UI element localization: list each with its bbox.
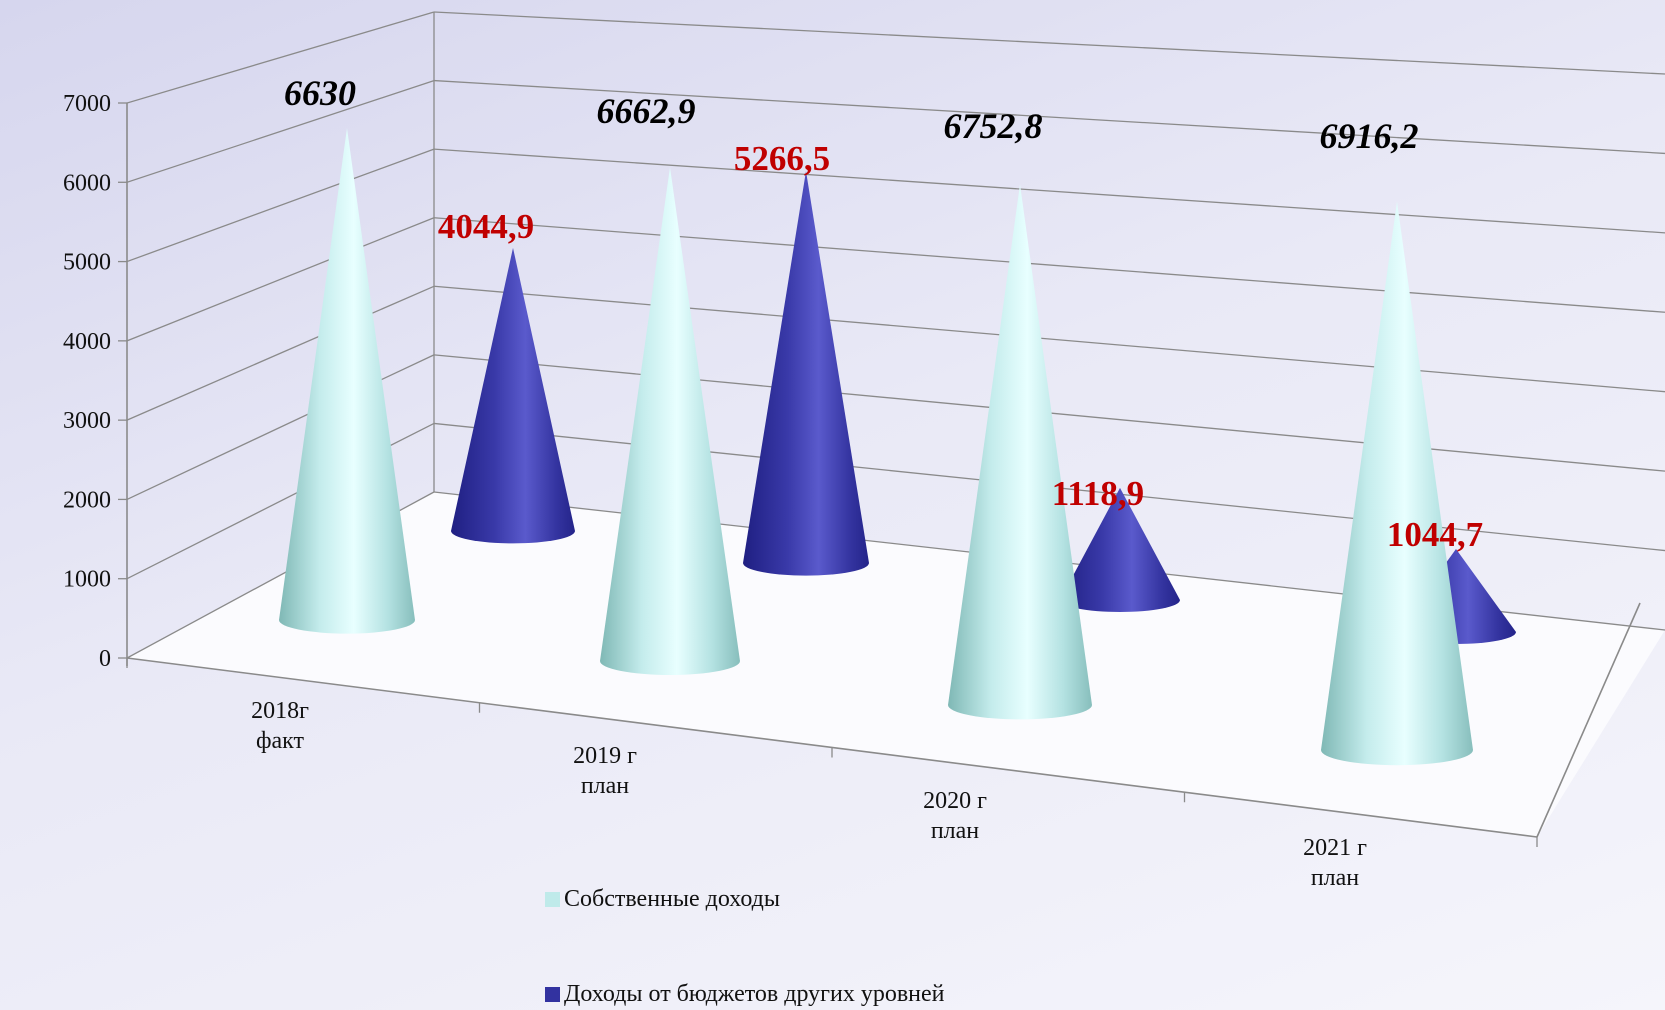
- cone-transfers-2: [743, 171, 869, 576]
- cone-body: [451, 247, 575, 544]
- side-gridline: [126, 148, 435, 263]
- legend-label-series-2: Доходы от бюджетов других уровней: [564, 981, 945, 1007]
- x-axis-labels: 2018г факт 2019 г план 2020 г план 2021 г план: [251, 698, 1367, 891]
- legend-swatch-series-1: [545, 892, 560, 907]
- y-tick-label: 5000: [63, 250, 111, 276]
- side-gridline: [126, 79, 435, 183]
- x-tick-label: факт: [256, 728, 305, 754]
- legend-item-series-2: Доходы от бюджетов других уровней: [545, 981, 944, 1008]
- data-label: 6916,2: [1320, 116, 1419, 156]
- cone-body: [948, 184, 1092, 720]
- x-tick-label: 2019 г: [573, 743, 637, 769]
- floor-right-edge: [1536, 602, 1641, 838]
- cone-own-revenue-4: [1321, 201, 1473, 766]
- side-gridline: [126, 11, 435, 104]
- side-gridline: [126, 217, 435, 342]
- y-tick-label: 7000: [63, 91, 111, 117]
- legend-swatch-series-2: [545, 987, 560, 1002]
- legend-item-series-1: Собственные доходы: [545, 886, 780, 913]
- data-label: 6752,8: [944, 106, 1043, 146]
- back-gridline: [433, 148, 1665, 234]
- back-gridline: [433, 285, 1665, 393]
- data-label: 6630: [284, 73, 356, 113]
- data-label: 6662,9: [597, 91, 696, 131]
- cone-transfers-1: [451, 247, 575, 544]
- chart-floor: [127, 492, 1665, 837]
- back-gridline: [433, 11, 1665, 75]
- y-tick-label: 0: [99, 646, 111, 672]
- side-gridline: [126, 354, 435, 501]
- data-label: 5266,5: [734, 139, 830, 178]
- cone-body: [743, 171, 869, 576]
- y-tick-label: 2000: [63, 487, 111, 513]
- data-labels: 6630 6662,9 6752,8 6916,2 4044,9 5266,5 1118,9…: [284, 73, 1483, 554]
- cone-body: [1060, 487, 1180, 612]
- y-tick-label: 3000: [63, 408, 111, 434]
- y-tick-label: 4000: [63, 329, 111, 355]
- cone-body: [279, 128, 415, 634]
- data-label: 4044,9: [438, 207, 534, 246]
- x-tick-label: 2018г: [251, 698, 309, 724]
- x-tick-label: 2021 г: [1303, 835, 1367, 861]
- back-gridline: [433, 79, 1665, 155]
- x-tick-label: план: [581, 773, 629, 799]
- back-gridline: [433, 217, 1665, 313]
- cone-body: [1321, 201, 1473, 766]
- cone-body: [600, 167, 740, 675]
- data-label: 1044,7: [1387, 515, 1483, 554]
- cone-transfers-3: [1060, 487, 1180, 612]
- legend-label-series-1: Собственные доходы: [564, 886, 781, 912]
- cone-own-revenue-1: [279, 128, 415, 634]
- y-axis-ticks: 0 1000 2000 3000 4000 5000 6000 7000: [63, 91, 111, 672]
- y-tick-label: 1000: [63, 567, 111, 593]
- x-tick-label: план: [1311, 865, 1359, 891]
- cone-own-revenue-2: [600, 167, 740, 675]
- data-label: 1118,9: [1052, 474, 1144, 513]
- x-tick-label: план: [931, 818, 979, 844]
- cone-own-revenue-3: [948, 184, 1092, 720]
- side-gridline: [126, 285, 435, 421]
- y-tick-label: 6000: [63, 170, 111, 196]
- x-tick-label: 2020 г: [923, 788, 987, 814]
- chart-marks: [279, 128, 1516, 766]
